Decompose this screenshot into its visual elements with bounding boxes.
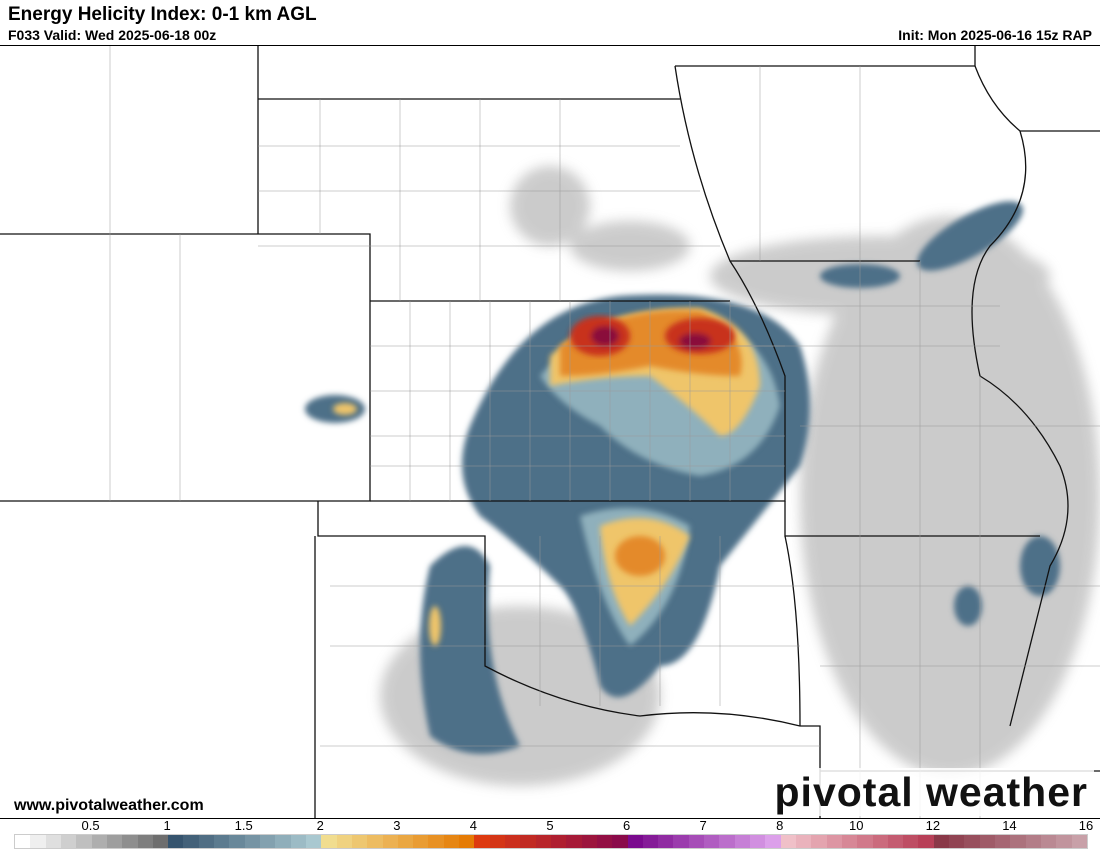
colorbar-cell [351, 835, 368, 848]
colorbar-cell [382, 835, 398, 848]
colorbar-cell [688, 835, 705, 848]
colorbar-cell [244, 835, 260, 848]
colorbar-cell [168, 835, 184, 848]
colorbar-cell [581, 835, 597, 848]
colorbar-cell [918, 835, 934, 848]
colorbar-tick: 4 [469, 818, 478, 833]
colorbar-cell [183, 835, 199, 848]
colorbar-cell [198, 835, 215, 848]
colorbar-cell [1010, 835, 1026, 848]
colorbar-cell [336, 835, 352, 848]
colorbar-cell [979, 835, 995, 848]
valid-time: F033 Valid: Wed 2025-06-18 00z [8, 27, 217, 43]
colorbar-cell [596, 835, 613, 848]
pivotal-weather-logo: pivotal weather [768, 768, 1094, 816]
colorbar-cell [811, 835, 827, 848]
colorbar-cell [290, 835, 306, 848]
colorbar-cell [505, 835, 521, 848]
colorbar-cell [1025, 835, 1041, 848]
colorbar-tick: 16 [1078, 818, 1094, 833]
colorbar-cell [367, 835, 383, 848]
colorbar-cell [443, 835, 460, 848]
colorbar-cell [474, 835, 490, 848]
colorbar-cell [734, 835, 750, 848]
colorbar-cell [750, 835, 766, 848]
colorbar-cell [275, 835, 291, 848]
colorbar-cell [780, 835, 796, 848]
colorbar-cell [260, 835, 276, 848]
colorbar-cell [642, 835, 659, 848]
colorbar-cell [949, 835, 965, 848]
colorbar-cell [566, 835, 582, 848]
colorbar-tick: 1.5 [234, 818, 253, 833]
colorbar-cell [719, 835, 735, 848]
colorbar-cell [397, 835, 414, 848]
colorbar-tick: 10 [849, 818, 864, 833]
county-lines [109, 46, 1100, 818]
colorbar-cell [459, 835, 475, 848]
colorbar-cell [857, 835, 873, 848]
colorbar-cell [964, 835, 980, 848]
colorbar-cell [1040, 835, 1057, 848]
colorbar-cell [627, 835, 643, 848]
colorbar-cell [1071, 835, 1087, 848]
colorbar-cell [76, 835, 92, 848]
colorbar-cell [321, 835, 337, 848]
colorbar-cell [765, 835, 781, 848]
colorbar [14, 834, 1088, 849]
colorbar-tick: 5 [546, 818, 554, 833]
colorbar-cell [45, 835, 61, 848]
colorbar-cell [106, 835, 123, 848]
colorbar-cell [704, 835, 720, 848]
colorbar-ticks: 0.5 1 1.5 2 3 4 5 6 7 8 10 12 14 16 [0, 818, 1100, 834]
colorbar-cell [229, 835, 245, 848]
colorbar-tick: 3 [393, 818, 401, 833]
colorbar-cell [995, 835, 1011, 848]
colorbar-cell [137, 835, 153, 848]
colorbar-tick: 14 [1002, 818, 1017, 833]
website-label: www.pivotalweather.com [14, 797, 204, 815]
colorbar-cell [413, 835, 429, 848]
colorbar-cell [872, 835, 888, 848]
colorbar-cell [305, 835, 322, 848]
colorbar-cell [658, 835, 674, 848]
colorbar-cell [795, 835, 812, 848]
colorbar-cell [428, 835, 444, 848]
colorbar-tick: 8 [776, 818, 784, 833]
colorbar-tick: 7 [699, 818, 707, 833]
init-time: Init: Mon 2025-06-16 15z RAP [898, 27, 1092, 43]
colorbar-tick: 2 [316, 818, 324, 833]
map-title: Energy Helicity Index: 0-1 km AGL [8, 4, 317, 25]
colorbar-cell [91, 835, 107, 848]
colorbar-tick: 0.5 [81, 818, 100, 833]
colorbar-cell [903, 835, 919, 848]
colorbar-cell [60, 835, 77, 848]
colorbar-cell [826, 835, 842, 848]
colorbar-tick: 12 [925, 818, 941, 833]
colorbar-cell [550, 835, 567, 848]
colorbar-tick: 6 [622, 818, 631, 833]
colorbar-cell [122, 835, 138, 848]
colorbar-cell [214, 835, 230, 848]
colorbar-tick: 1 [163, 818, 171, 833]
colorbar-cell [612, 835, 628, 848]
colorbar-cell [887, 835, 904, 848]
colorbar-cell [933, 835, 950, 848]
colorbar-cell [489, 835, 505, 848]
ehi-map[interactable] [0, 45, 1100, 819]
colorbar-cell [520, 835, 536, 848]
colorbar-cell [30, 835, 46, 848]
colorbar-cell [535, 835, 551, 848]
colorbar-cell [15, 835, 31, 848]
colorbar-cell [1056, 835, 1072, 848]
colorbar-cell [841, 835, 858, 848]
colorbar-cell [152, 835, 169, 848]
colorbar-cell [673, 835, 689, 848]
